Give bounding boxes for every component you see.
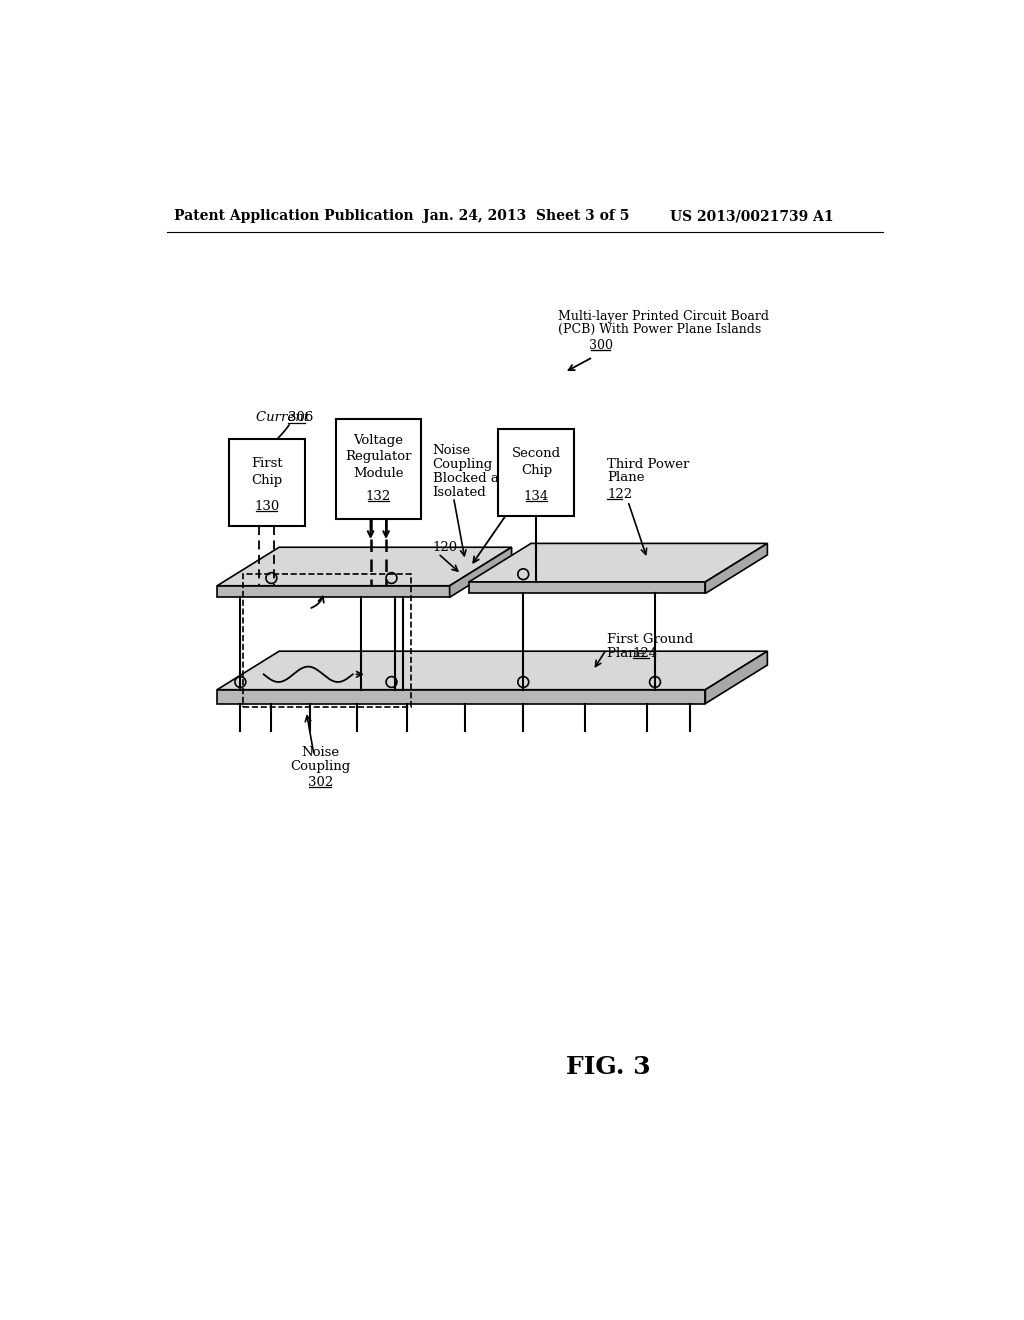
Text: Second
Chip: Second Chip: [512, 447, 561, 477]
Text: Coupling: Coupling: [432, 458, 493, 471]
Text: Multi-layer Printed Circuit Board: Multi-layer Printed Circuit Board: [558, 310, 769, 323]
Text: US 2013/0021739 A1: US 2013/0021739 A1: [671, 209, 835, 223]
Text: 306: 306: [289, 412, 313, 425]
Polygon shape: [706, 544, 767, 594]
Text: Patent Application Publication: Patent Application Publication: [174, 209, 414, 223]
Text: First
Chip: First Chip: [251, 458, 283, 487]
Polygon shape: [469, 544, 767, 582]
Text: 122: 122: [607, 487, 632, 500]
Text: Isolated: Isolated: [432, 486, 486, 499]
Text: Coupling: Coupling: [290, 760, 350, 774]
Text: 130: 130: [254, 500, 280, 513]
Text: 124: 124: [633, 647, 657, 660]
Polygon shape: [217, 689, 706, 704]
Text: (PCB) With Power Plane Islands: (PCB) With Power Plane Islands: [558, 323, 762, 335]
Polygon shape: [450, 548, 512, 598]
Polygon shape: [469, 582, 706, 594]
Text: Noise: Noise: [301, 746, 339, 759]
Text: Noise: Noise: [432, 445, 471, 458]
Text: FIG. 3: FIG. 3: [566, 1055, 651, 1078]
Text: Blocked and: Blocked and: [432, 473, 515, 486]
Polygon shape: [706, 651, 767, 704]
Text: Current: Current: [256, 412, 313, 425]
Text: Plane: Plane: [607, 647, 648, 660]
Bar: [336, 418, 421, 519]
Text: 300: 300: [589, 339, 612, 352]
Text: Jan. 24, 2013  Sheet 3 of 5: Jan. 24, 2013 Sheet 3 of 5: [423, 209, 629, 223]
Text: 132: 132: [366, 490, 391, 503]
Text: Third Power: Third Power: [607, 458, 689, 471]
Text: 120: 120: [432, 541, 458, 554]
Polygon shape: [217, 548, 512, 586]
Text: First Ground: First Ground: [607, 634, 693, 647]
Polygon shape: [217, 586, 450, 598]
Bar: [499, 429, 574, 516]
Text: 302: 302: [307, 776, 333, 788]
Bar: [243, 574, 411, 706]
Bar: [228, 440, 305, 525]
Polygon shape: [217, 651, 767, 689]
Text: Voltage
Regulator
Module: Voltage Regulator Module: [345, 434, 412, 479]
Text: Plane: Plane: [607, 471, 644, 484]
Text: 134: 134: [524, 490, 549, 503]
